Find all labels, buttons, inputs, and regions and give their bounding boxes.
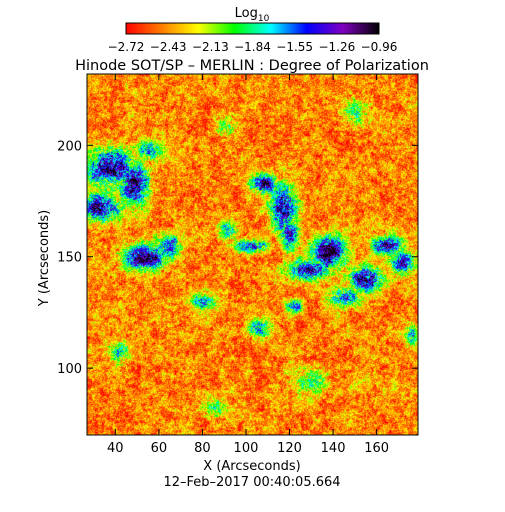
x-tick-label: 160 bbox=[364, 441, 389, 456]
y-axis-ticks: 100 150 200 bbox=[57, 139, 418, 377]
y-tick-label: 200 bbox=[57, 139, 82, 154]
colorbar-tick-label: −0.96 bbox=[361, 40, 398, 54]
x-tick-label: 100 bbox=[234, 441, 259, 456]
x-axis-ticks: 40 60 80 100 120 140 160 bbox=[107, 74, 389, 456]
colorbar-tick-label: −1.26 bbox=[318, 40, 355, 54]
colorbar-tick-label: −2.43 bbox=[150, 40, 187, 54]
colorbar-tick-label: −2.13 bbox=[192, 40, 229, 54]
x-tick-label: 60 bbox=[151, 441, 168, 456]
heatmap-container bbox=[87, 74, 418, 435]
colorbar-tick-label: −1.55 bbox=[276, 40, 313, 54]
colorbar-title-subscript: 10 bbox=[258, 14, 270, 24]
colorbar-tick-label: −2.72 bbox=[108, 40, 145, 54]
colorbar-title: Log10 bbox=[235, 6, 270, 24]
colorbar-title-base: Log bbox=[235, 6, 258, 21]
x-axis-label: X (Arcseconds) bbox=[203, 459, 300, 474]
x-tick-label: 80 bbox=[194, 441, 211, 456]
timestamp: 12–Feb–2017 00:40:05.664 bbox=[163, 475, 340, 490]
heatmap-image bbox=[87, 74, 418, 435]
chart-title: Hinode SOT/SP – MERLIN : Degree of Polar… bbox=[75, 58, 429, 74]
colorbar-tick-label: −1.84 bbox=[234, 40, 271, 54]
y-tick-label: 100 bbox=[57, 362, 82, 377]
x-tick-label: 120 bbox=[277, 441, 302, 456]
x-tick-label: 140 bbox=[321, 441, 346, 456]
x-tick-label: 40 bbox=[107, 441, 124, 456]
y-tick-label: 150 bbox=[57, 251, 82, 266]
colorbar-tick-labels: −2.72 −2.43 −2.13 −1.84 −1.55 −1.26 −0.96 bbox=[108, 40, 398, 54]
colorbar bbox=[125, 22, 380, 35]
y-axis-label: Y (Arcseconds) bbox=[37, 210, 52, 307]
plot-frame bbox=[86, 73, 419, 436]
